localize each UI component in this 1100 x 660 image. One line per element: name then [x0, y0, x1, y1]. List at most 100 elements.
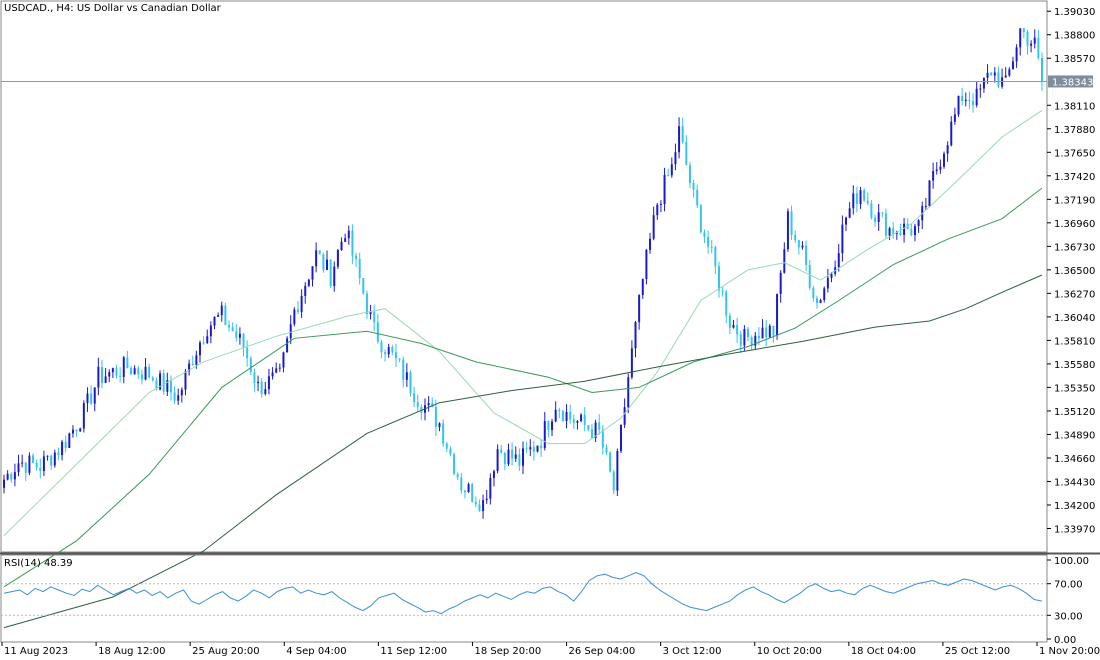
- candle: [1022, 27, 1025, 39]
- x-axis-tick-label: 11 Aug 2023: [4, 646, 68, 657]
- candle-body: [572, 419, 575, 423]
- y-axis-tick-label: 1.35120: [1054, 407, 1095, 418]
- candle-body: [972, 101, 975, 106]
- candle-body: [64, 441, 67, 448]
- candle: [645, 248, 648, 285]
- x-axis-tick-label: 3 Oct 12:00: [663, 646, 722, 657]
- candle: [1015, 44, 1018, 68]
- candle-body: [623, 407, 626, 425]
- rsi-axis-tick-label: 0.00: [1054, 635, 1076, 646]
- candle: [888, 226, 891, 241]
- candle-body: [953, 114, 956, 122]
- candle-body: [438, 423, 441, 427]
- y-axis-tick-label: 1.36270: [1054, 289, 1095, 300]
- candle: [10, 472, 13, 483]
- candle: [935, 162, 938, 175]
- candle: [257, 375, 260, 392]
- candle-body: [561, 410, 564, 421]
- candle-body: [253, 372, 256, 384]
- candle-body: [678, 126, 681, 153]
- candle: [500, 444, 503, 454]
- candle: [467, 482, 470, 493]
- candle: [845, 216, 848, 232]
- candle-body: [982, 77, 985, 89]
- candle: [282, 351, 285, 373]
- candle: [46, 455, 49, 461]
- candle-body: [728, 315, 731, 328]
- candle: [768, 324, 771, 339]
- candle-body: [155, 380, 158, 390]
- candle-body: [456, 473, 459, 478]
- candle: [188, 359, 191, 376]
- candle-body: [387, 346, 390, 355]
- candle-body: [373, 311, 376, 323]
- candle-body: [957, 95, 960, 115]
- candle-body: [10, 473, 13, 480]
- candle: [670, 157, 673, 178]
- candle: [442, 419, 445, 447]
- y-axis-tick-label: 1.37650: [1054, 148, 1095, 159]
- candle: [957, 95, 960, 117]
- candle: [438, 422, 441, 432]
- x-axis-tick-label: 18 Oct 04:00: [851, 646, 916, 657]
- candle: [1001, 68, 1004, 89]
- candle-body: [202, 342, 205, 344]
- candle-body: [82, 403, 85, 429]
- candle: [667, 168, 670, 177]
- candle: [151, 376, 154, 382]
- candle-body: [1008, 69, 1011, 76]
- candle: [209, 321, 212, 344]
- candle: [725, 289, 728, 324]
- candle: [732, 320, 735, 329]
- candle: [289, 315, 292, 345]
- candle-body: [540, 445, 543, 449]
- candle: [228, 320, 231, 332]
- candle-body: [365, 293, 368, 315]
- candle: [601, 425, 604, 455]
- candle-body: [805, 245, 808, 265]
- candle-body: [710, 246, 713, 248]
- candle: [126, 350, 129, 369]
- candle-body: [213, 316, 216, 326]
- candle: [823, 286, 826, 303]
- rsi-panel-frame: [0, 554, 1048, 643]
- candle: [688, 161, 691, 189]
- candle-body: [384, 352, 387, 355]
- candle: [975, 81, 978, 108]
- candle: [75, 429, 78, 437]
- candle-body: [725, 291, 728, 316]
- candle-body: [333, 266, 336, 287]
- candle-body: [565, 411, 568, 421]
- candle: [329, 259, 332, 289]
- candle: [786, 208, 789, 252]
- candle-body: [271, 372, 274, 377]
- candle: [6, 470, 9, 481]
- candle-body: [601, 429, 604, 448]
- candle-body: [696, 189, 699, 206]
- candle: [380, 339, 383, 359]
- candle: [267, 368, 270, 395]
- candle: [420, 404, 423, 421]
- candle: [587, 425, 590, 432]
- candle: [572, 414, 575, 429]
- candle-body: [895, 232, 898, 234]
- candle: [634, 320, 637, 358]
- candle: [416, 394, 419, 413]
- candle-body: [812, 287, 815, 299]
- candle: [750, 335, 753, 351]
- candle-body: [692, 182, 695, 190]
- candle: [198, 340, 201, 363]
- candle: [351, 224, 354, 265]
- candle: [714, 245, 717, 275]
- candle: [93, 387, 96, 412]
- candle: [765, 319, 768, 347]
- candle-body: [699, 205, 702, 233]
- candle-body: [634, 322, 637, 349]
- candle: [387, 343, 390, 358]
- candle-body: [191, 363, 194, 365]
- candle-body: [670, 164, 673, 176]
- candle-body: [376, 322, 379, 342]
- candle: [928, 179, 931, 207]
- candle-body: [286, 338, 289, 353]
- candle-body: [427, 402, 430, 406]
